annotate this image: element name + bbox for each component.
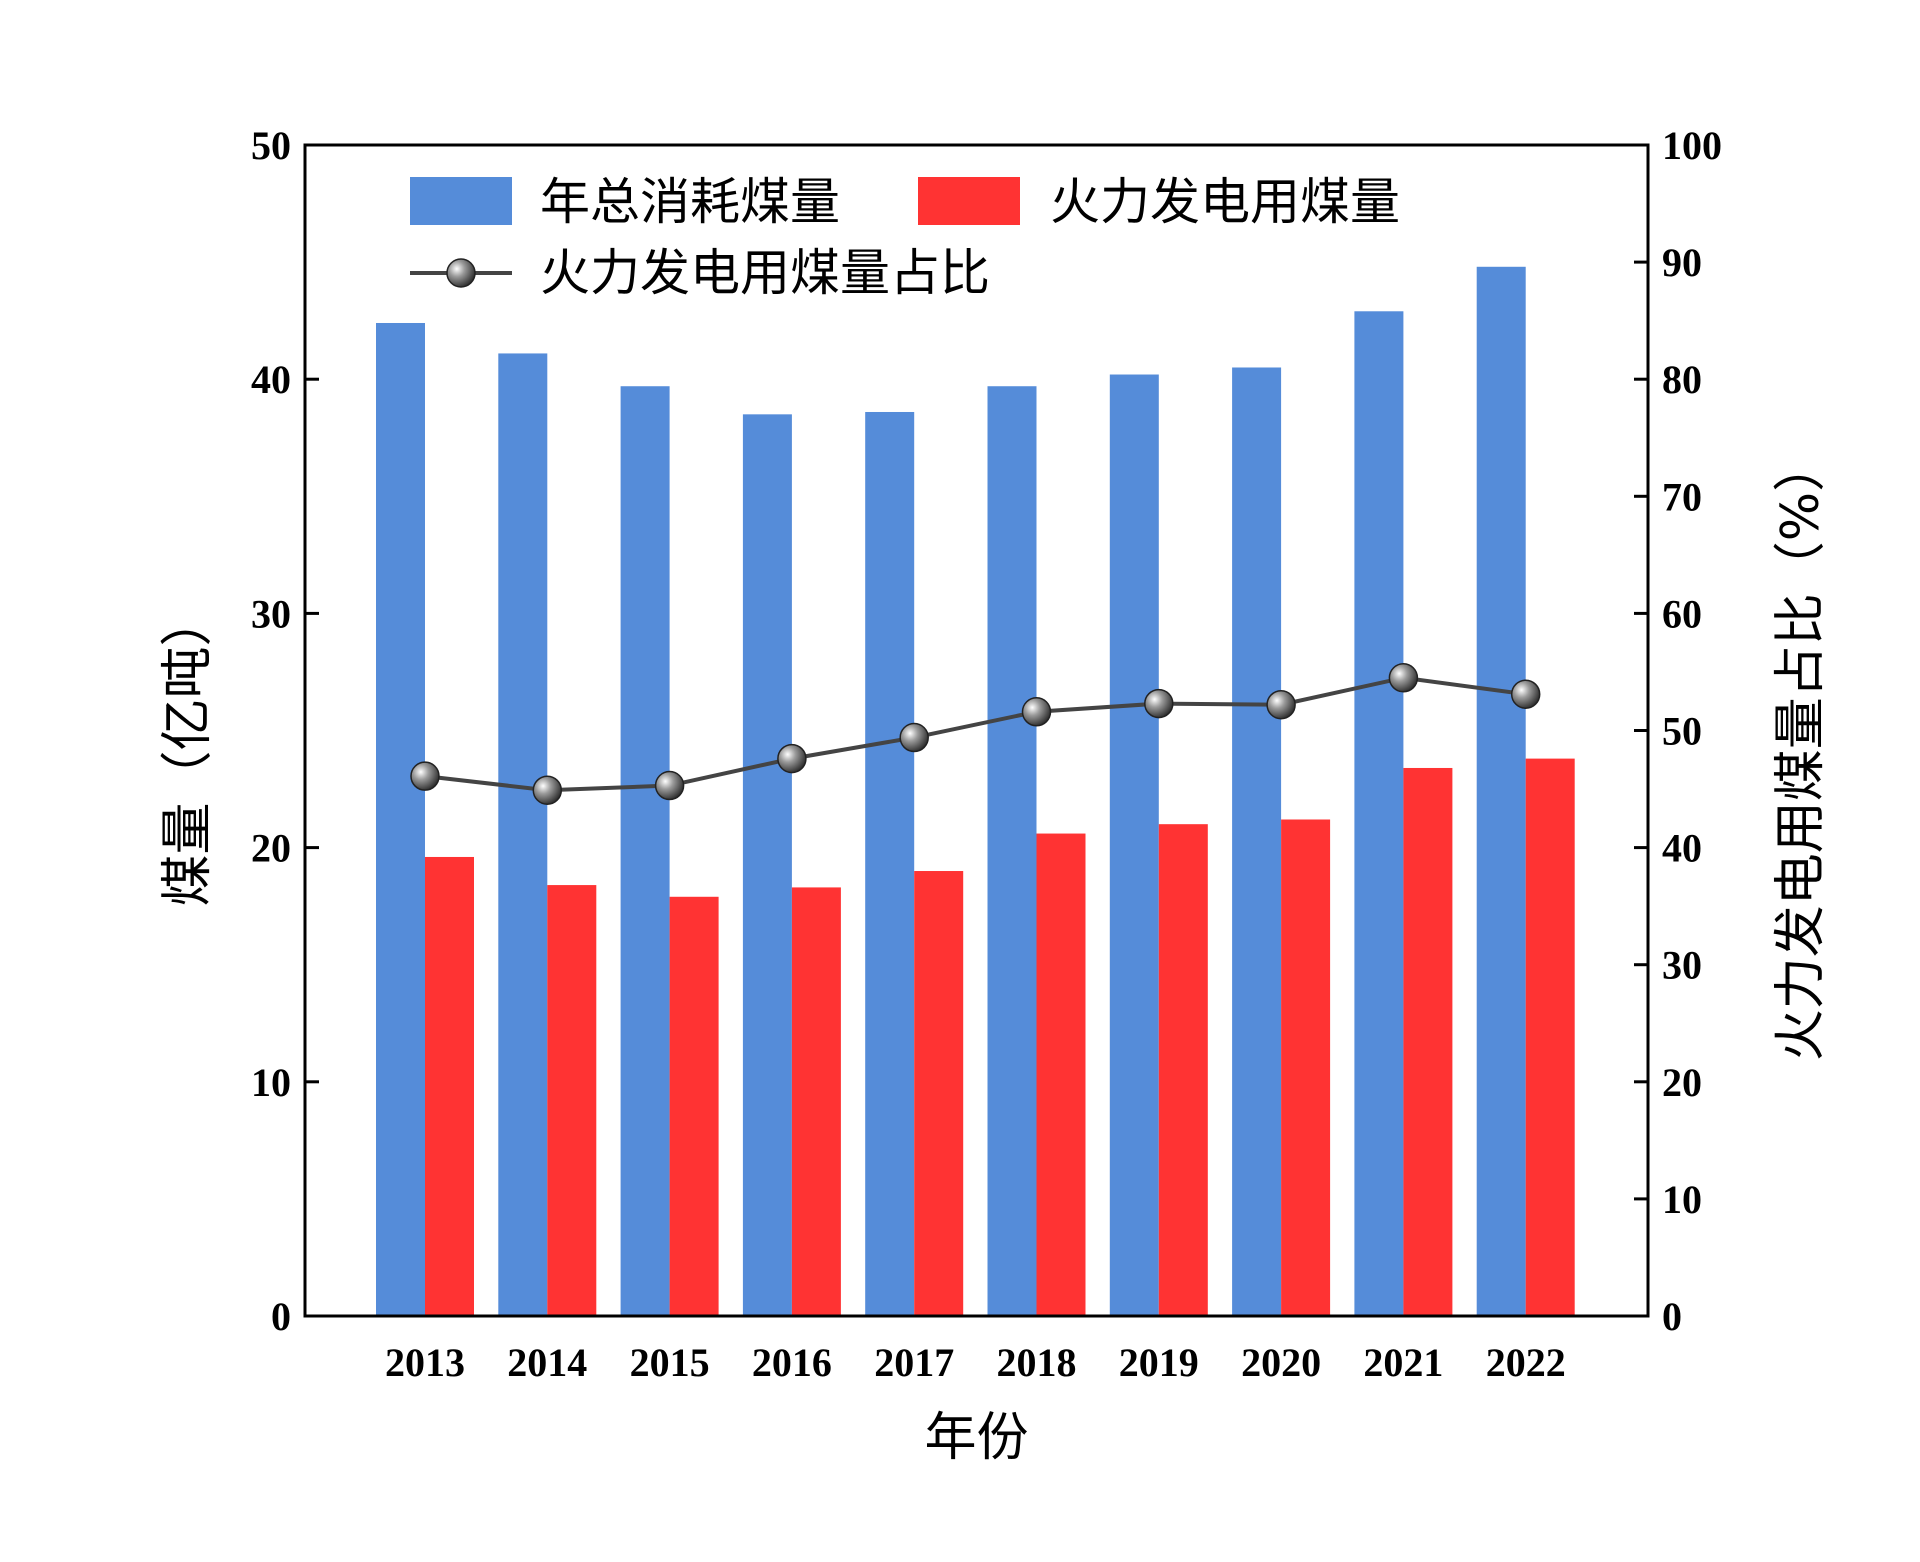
right-tick-label: 70 (1662, 474, 1702, 519)
bar-thermal-2016 (791, 887, 841, 1316)
bar-thermal-2022 (1525, 758, 1575, 1316)
right-tick-label: 60 (1662, 591, 1702, 636)
bar-thermal-2021 (1403, 767, 1453, 1316)
point-share-2014 (532, 775, 563, 805)
point-share-2016 (777, 743, 807, 774)
x-tick-label: 2013 (385, 1340, 465, 1385)
right-tick-label: 30 (1662, 943, 1702, 988)
legend-swatch-total (410, 177, 512, 225)
x-axis: 2013 2014 2015 2016 2017 2018 2019 2020 2021 2022 (385, 1340, 1566, 1385)
bar-thermal-2013 (425, 856, 474, 1316)
x-tick-label: 2014 (507, 1340, 587, 1385)
point-share-2017 (899, 722, 929, 753)
x-axis-title: 年份 (924, 1408, 1028, 1468)
right-tick-label: 20 (1662, 1060, 1702, 1105)
left-tick-label: 0 (271, 1294, 291, 1339)
left-axis: 0 10 20 30 40 50 (251, 123, 319, 1339)
x-tick-label: 2017 (874, 1340, 954, 1385)
point-share-2018 (1021, 697, 1052, 727)
legend-label-thermal: 火力发电用煤量 (1050, 173, 1400, 231)
x-tick-label: 2016 (752, 1340, 832, 1385)
bar-thermal-2018 (1036, 833, 1086, 1316)
point-share-2013 (410, 761, 440, 791)
legend-marker-sphere (446, 258, 476, 288)
bar-thermal-2020 (1281, 819, 1331, 1316)
left-tick-label: 30 (251, 591, 291, 636)
bar-total-2017 (865, 411, 915, 1316)
bar-total-2015 (620, 386, 670, 1316)
point-share-2019 (1144, 688, 1174, 719)
bar-thermal-2019 (1158, 824, 1208, 1316)
bar-thermal-2017 (914, 871, 964, 1316)
right-tick-label: 50 (1662, 709, 1702, 754)
legend-swatch-thermal (918, 177, 1020, 225)
point-share-2020 (1266, 689, 1296, 720)
bar-total-2014 (498, 353, 548, 1316)
x-tick-label: 2022 (1486, 1340, 1566, 1385)
x-tick-label: 2019 (1119, 1340, 1199, 1385)
y2-axis-title: 火力发电用煤量占比（%） (1771, 440, 1831, 1061)
right-tick-label: 90 (1662, 240, 1702, 285)
x-tick-label: 2020 (1241, 1340, 1321, 1385)
left-tick-label: 20 (251, 826, 291, 871)
x-tick-label: 2021 (1363, 1340, 1443, 1385)
bar-total-2021 (1354, 311, 1404, 1317)
bar-thermal-2015 (669, 896, 719, 1316)
bar-total-2016 (742, 414, 792, 1317)
right-tick-label: 80 (1662, 357, 1702, 402)
left-tick-label: 50 (251, 123, 291, 168)
right-tick-label: 100 (1662, 123, 1722, 168)
right-tick-label: 0 (1662, 1294, 1682, 1339)
bar-total-2013 (376, 322, 425, 1316)
left-tick-label: 40 (251, 357, 291, 402)
line-layer (410, 663, 1541, 805)
legend-label-total: 年总消耗煤量 (540, 173, 840, 231)
x-tick-label: 2015 (630, 1340, 710, 1385)
bar-total-2020 (1232, 367, 1282, 1316)
bar-total-2022 (1476, 266, 1526, 1317)
left-tick-label: 10 (251, 1060, 291, 1105)
bars-layer (376, 266, 1575, 1317)
right-axis: 0 10 20 30 40 50 60 70 80 90 100 (1634, 123, 1722, 1339)
bar-total-2018 (987, 386, 1037, 1316)
point-share-2022 (1510, 679, 1541, 709)
bar-thermal-2014 (547, 885, 597, 1316)
line-share (424, 675, 1526, 793)
legend-label-share: 火力发电用煤量占比 (540, 244, 990, 302)
right-tick-label: 40 (1662, 826, 1702, 871)
bar-total-2019 (1109, 374, 1159, 1316)
legend: 年总消耗煤量 火力发电用煤量 火力发电用煤量占比 (410, 173, 1400, 302)
right-tick-label: 10 (1662, 1177, 1702, 1222)
point-share-2021 (1388, 663, 1419, 693)
x-tick-label: 2018 (997, 1340, 1077, 1385)
y-axis-title: 煤量（亿吨） (158, 594, 218, 906)
point-share-2015 (654, 770, 685, 801)
